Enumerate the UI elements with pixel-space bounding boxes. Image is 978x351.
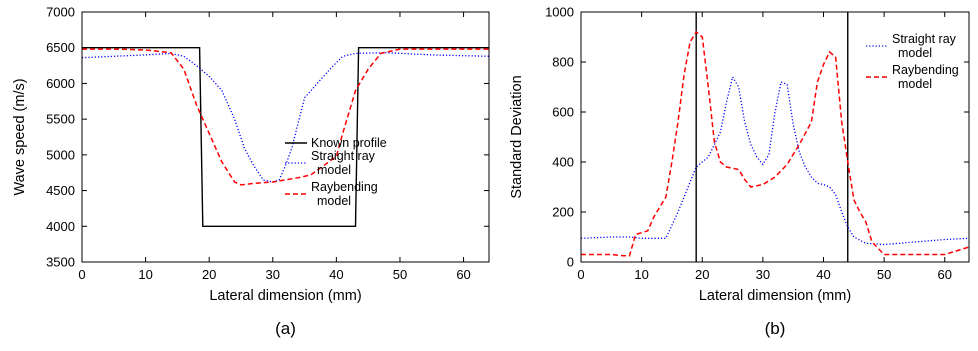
y-tick-label: 200 <box>552 205 574 220</box>
legend-label: model <box>317 163 351 177</box>
y-tick-label: 5500 <box>46 112 75 127</box>
legend-label: model <box>317 194 351 208</box>
x-tick-label: 20 <box>695 267 709 282</box>
panel-label: (b) <box>765 319 786 338</box>
panel-label: (a) <box>275 319 296 338</box>
x-tick-label: 0 <box>577 267 584 282</box>
x-tick-label: 50 <box>877 267 891 282</box>
x-tick-label: 40 <box>816 267 830 282</box>
y-tick-label: 1000 <box>545 5 574 20</box>
legend-label: Straight ray <box>892 32 957 46</box>
series-line-straight-ray-model <box>581 75 969 246</box>
x-tick-label: 30 <box>266 267 280 282</box>
x-tick-label: 30 <box>756 267 770 282</box>
plot-frame <box>81 11 490 263</box>
y-tick-label: 0 <box>567 255 574 270</box>
y-axis-label: Standard Deviation <box>509 75 525 198</box>
y-tick-label: 600 <box>552 105 574 120</box>
legend-label: model <box>898 77 932 91</box>
x-tick-label: 0 <box>78 267 85 282</box>
legend-label: model <box>898 46 932 60</box>
x-axis-label: Lateral dimension (mm) <box>209 288 361 304</box>
legend-label: Raybending <box>892 63 959 77</box>
y-tick-label: 5000 <box>46 147 75 162</box>
y-tick-label: 400 <box>552 155 574 170</box>
plot-frame <box>580 11 970 263</box>
y-tick-label: 7000 <box>46 5 75 20</box>
y-tick-label: 6000 <box>46 76 75 91</box>
y-axis-label: Wave speed (m/s) <box>12 78 28 195</box>
y-tick-label: 3500 <box>46 255 75 270</box>
legend-label: Raybending <box>311 180 378 194</box>
x-tick-label: 10 <box>634 267 648 282</box>
x-tick-label: 40 <box>329 267 343 282</box>
y-tick-label: 4000 <box>46 219 75 234</box>
series-line-known-profile <box>82 47 489 227</box>
y-tick-label: 4500 <box>46 183 75 198</box>
x-axis-label: Lateral dimension (mm) <box>699 288 851 304</box>
series-line-raybending-model <box>82 48 489 186</box>
panel-a: 0 10 20 30 40 50 60 3500 4000 4500 5000 5500 6000 650… <box>12 5 490 338</box>
x-tick-label: 50 <box>393 267 407 282</box>
x-tick-label: 20 <box>202 267 216 282</box>
x-tick-label: 10 <box>138 267 152 282</box>
legend-label: Known profile <box>311 136 387 150</box>
legend-label: Straight ray <box>311 149 376 163</box>
y-tick-label: 6500 <box>46 40 75 55</box>
x-tick-label: 60 <box>938 267 952 282</box>
y-tick-label: 800 <box>552 55 574 70</box>
x-tick-label: 60 <box>456 267 470 282</box>
